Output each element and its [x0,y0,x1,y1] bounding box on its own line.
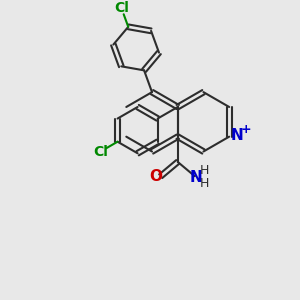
Text: O: O [149,169,162,184]
Text: N: N [231,128,244,143]
Text: H: H [200,177,209,190]
Text: Cl: Cl [114,1,129,15]
Text: H: H [200,164,209,177]
Text: N: N [190,170,203,185]
Text: +: + [241,123,252,136]
Text: Cl: Cl [93,145,108,159]
